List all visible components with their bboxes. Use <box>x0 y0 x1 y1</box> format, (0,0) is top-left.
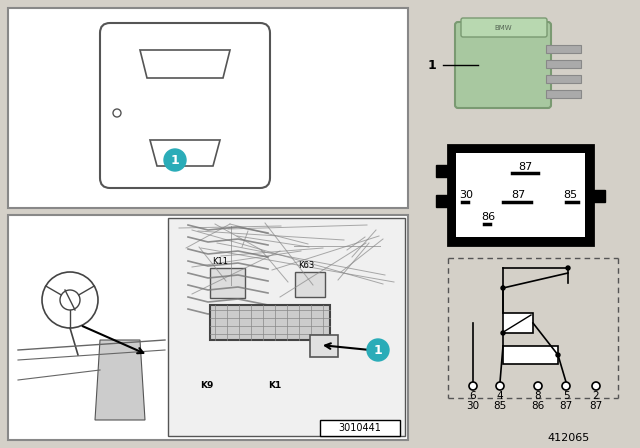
Bar <box>503 313 533 333</box>
Circle shape <box>496 382 504 390</box>
Bar <box>503 346 558 364</box>
FancyBboxPatch shape <box>100 23 270 188</box>
Circle shape <box>534 382 542 390</box>
Text: 2: 2 <box>593 391 599 401</box>
Bar <box>295 272 325 297</box>
Text: 86: 86 <box>531 401 545 411</box>
Bar <box>436 165 448 177</box>
Bar <box>8 8 408 208</box>
Text: 4: 4 <box>497 391 503 401</box>
Bar <box>546 60 581 68</box>
Text: 8: 8 <box>534 391 541 401</box>
Bar <box>593 190 605 202</box>
Text: K1: K1 <box>268 381 281 390</box>
Circle shape <box>469 382 477 390</box>
Text: 30: 30 <box>459 190 473 200</box>
Text: 86: 86 <box>481 212 495 222</box>
Bar <box>448 145 593 245</box>
Text: 87: 87 <box>518 162 532 172</box>
Text: 5: 5 <box>563 391 570 401</box>
Text: K11: K11 <box>212 257 228 266</box>
Bar <box>168 218 405 436</box>
Polygon shape <box>140 50 230 78</box>
FancyBboxPatch shape <box>455 22 551 108</box>
Bar <box>546 45 581 53</box>
Text: BMW: BMW <box>494 25 512 31</box>
Text: 87: 87 <box>511 190 525 200</box>
Text: 3010441: 3010441 <box>339 423 381 433</box>
Text: 87: 87 <box>589 401 603 411</box>
Bar <box>320 420 400 436</box>
Text: 412065: 412065 <box>548 433 590 443</box>
Bar <box>436 195 448 207</box>
Bar <box>210 305 330 340</box>
Circle shape <box>501 286 505 290</box>
Circle shape <box>367 339 389 361</box>
Text: 1: 1 <box>428 59 436 72</box>
Bar <box>456 153 585 237</box>
Bar <box>546 75 581 83</box>
Bar <box>310 335 338 357</box>
Text: K63: K63 <box>298 261 314 270</box>
Circle shape <box>556 353 560 357</box>
Text: 85: 85 <box>493 401 507 411</box>
Bar <box>8 215 408 440</box>
Text: K9: K9 <box>200 381 213 390</box>
Text: 30: 30 <box>467 401 479 411</box>
Text: 85: 85 <box>563 190 577 200</box>
FancyBboxPatch shape <box>461 18 547 37</box>
Text: 1: 1 <box>374 344 382 357</box>
Circle shape <box>566 266 570 270</box>
Text: 1: 1 <box>171 154 179 167</box>
Circle shape <box>592 382 600 390</box>
Bar <box>210 268 245 298</box>
Polygon shape <box>95 340 145 420</box>
Text: 6: 6 <box>470 391 476 401</box>
Circle shape <box>562 382 570 390</box>
Bar <box>546 90 581 98</box>
Polygon shape <box>150 140 220 166</box>
Circle shape <box>164 149 186 171</box>
Text: 87: 87 <box>559 401 573 411</box>
Circle shape <box>113 109 121 117</box>
Circle shape <box>501 331 505 335</box>
